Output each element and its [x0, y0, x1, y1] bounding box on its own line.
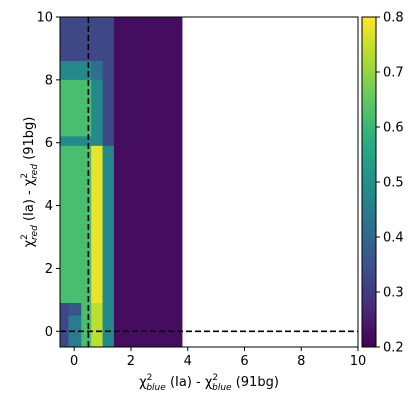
y-label-mid: (Ia) - [22, 186, 37, 225]
x-tick-label-6: 6 [240, 354, 248, 369]
colorbar-tick-label-5: 0.7 [383, 66, 404, 81]
y-tick-label-2: 2 [45, 262, 53, 277]
heatmap-cell-14 [68, 303, 82, 316]
heatmap-cell-15 [68, 315, 82, 347]
heatmap-cell-13 [60, 303, 69, 347]
heatmap-cell-1 [60, 61, 92, 81]
heatmap-cell-2 [91, 61, 103, 81]
y-label-chi-1: χ [22, 239, 37, 247]
heatmap-cell-10 [60, 145, 92, 304]
y-label-sub-1: red [30, 225, 40, 240]
plot-frame [59, 16, 359, 348]
x-label-sub-1: blue [146, 383, 166, 393]
y-label-sup-1: 2 [20, 234, 30, 240]
heatmap-cell-4 [60, 79, 92, 137]
x-tick-label-2: 2 [127, 354, 135, 369]
heatmap-cell-12 [102, 145, 115, 304]
heatmap-cell-3 [102, 61, 115, 81]
heatmap-cell-0 [60, 17, 115, 62]
colorbar-tick-label-4: 0.6 [383, 121, 404, 136]
x-label-mid: (Ia) - [166, 375, 205, 390]
x-label-end: (91bg) [232, 375, 279, 390]
x-label-sup-1: 2 [147, 373, 153, 383]
y-axis-label: χ2red (Ia) - χ2red (91bg) [20, 117, 40, 248]
y-label-end: (91bg) [22, 117, 37, 164]
y-tick-label-8: 8 [45, 73, 53, 88]
colorbar [361, 16, 377, 348]
reference-lines [60, 17, 358, 347]
colorbar-ticks: 0.2 0.3 0.4 0.5 0.6 0.7 0.8 [376, 11, 404, 356]
colorbar-tick-label-1: 0.3 [383, 286, 404, 301]
heatmap-cell-5 [91, 79, 103, 137]
x-label-chi-2: χ [205, 375, 213, 390]
x-axis-ticks: 0 2 4 6 8 10 [70, 347, 366, 369]
x-label-sup-2: 2 [212, 373, 218, 383]
y-tick-label-6: 6 [45, 136, 53, 151]
y-label-sub-2: red [30, 164, 40, 179]
colorbar-tick-label-0: 0.2 [383, 341, 404, 356]
colorbar-tick-label-3: 0.5 [383, 176, 404, 191]
y-tick-label-10: 10 [36, 11, 53, 26]
y-label-sup-2: 2 [20, 173, 30, 179]
colorbar-tick-label-2: 0.4 [383, 231, 404, 246]
x-tick-label-8: 8 [297, 354, 305, 369]
heatmap-cell-16 [81, 303, 92, 347]
heatmap-cell-6 [102, 79, 115, 137]
heatmap-cell-17 [91, 303, 103, 347]
heatmap-cell-18 [102, 303, 115, 347]
heatmap-cells [60, 17, 183, 347]
y-tick-label-0: 0 [45, 325, 53, 340]
x-label-chi-1: χ [139, 375, 147, 390]
heatmap-cell-9 [102, 136, 115, 147]
heatmap-cell-19 [113, 17, 183, 347]
heatmap-cell-11 [91, 145, 103, 304]
y-tick-label-4: 4 [45, 199, 53, 214]
x-label-sub-2: blue [212, 383, 232, 393]
heatmap-cell-7 [60, 136, 92, 147]
colorbar-tick-label-6: 0.8 [383, 11, 404, 26]
x-axis-label: χ2 blue (Ia) - χ2 blue (91bg) [139, 373, 279, 393]
x-tick-label-0: 0 [70, 354, 78, 369]
x-tick-label-4: 4 [184, 354, 192, 369]
y-label-chi-2: χ [22, 178, 37, 186]
y-axis-ticks: 0 2 4 6 8 10 [36, 11, 60, 340]
x-tick-label-10: 10 [350, 354, 367, 369]
heatmap-cell-8 [91, 136, 103, 147]
